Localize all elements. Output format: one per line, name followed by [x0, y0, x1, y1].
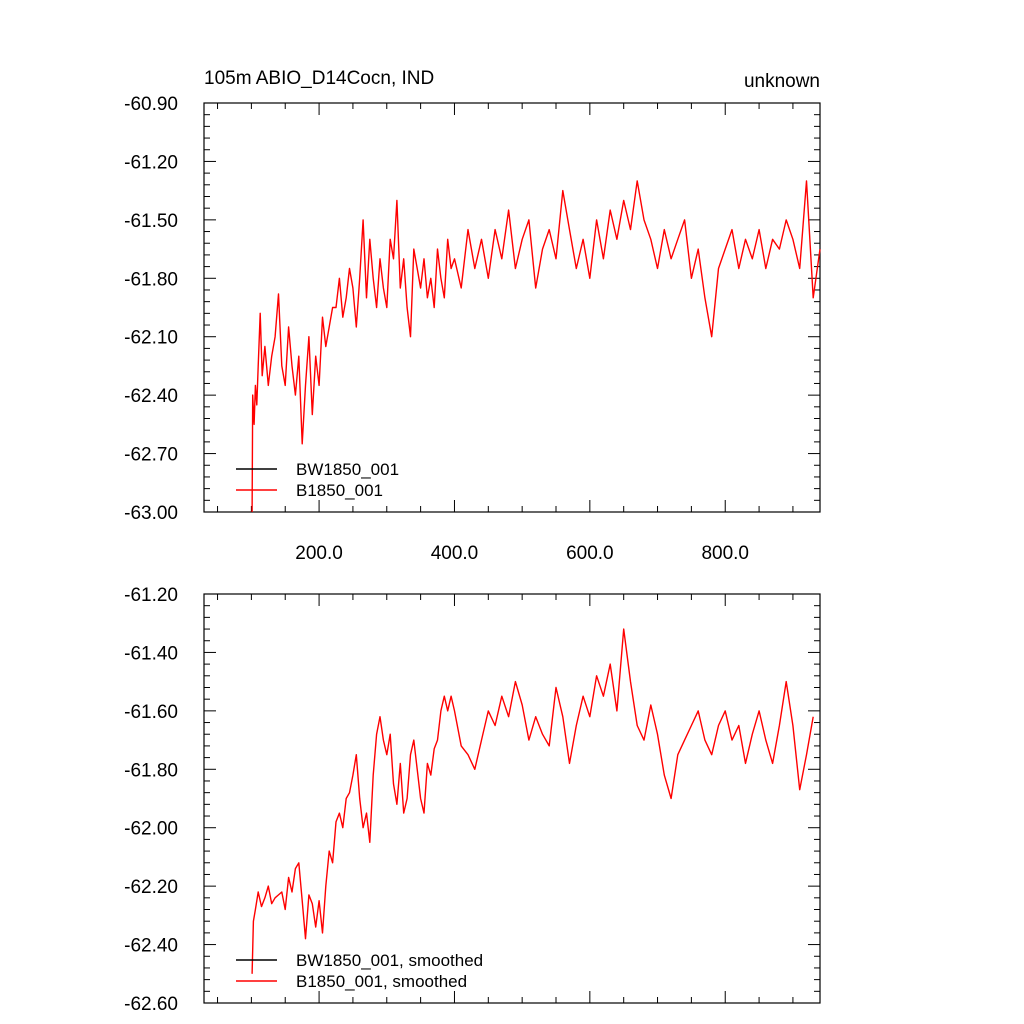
bottom-panel: -62.60 -62.40 -62.20 -62.00 -61.80 -61.60 -61.…: [124, 585, 821, 1015]
x-tick-label: 200.0: [295, 543, 343, 564]
x-tick-label: 400.0: [431, 543, 479, 564]
y-tick-label: -61.40: [124, 643, 178, 664]
y-tick-label: -62.70: [124, 445, 178, 466]
top-panel: 105m ABIO_D14Cocn, IND unknown -63.00 -62…: [124, 68, 821, 564]
plot-frame: [203, 102, 821, 513]
y-tick-label: -61.50: [124, 211, 178, 232]
legend-label: B1850_001, smoothed: [296, 972, 467, 991]
plot-frame: [203, 593, 821, 1004]
y-tick-label: -61.60: [124, 702, 178, 723]
top-panel-title-right: unknown: [744, 71, 820, 92]
legend-label: B1850_001: [296, 481, 383, 500]
y-tick-label: -61.80: [124, 760, 178, 781]
y-tick-label: -62.20: [124, 877, 178, 898]
series-line-1: [251, 628, 814, 974]
y-tick-label: -61.20: [124, 152, 178, 173]
x-tick-label: 600.0: [566, 543, 614, 564]
legend-label: BW1850_001: [296, 460, 399, 479]
y-tick-label: -61.80: [124, 269, 178, 290]
y-tick-label: -62.60: [124, 994, 178, 1015]
y-tick-label: -62.00: [124, 819, 178, 840]
y-tick-label: -62.40: [124, 386, 178, 407]
series-line-1: [251, 180, 821, 513]
y-tick-label: -61.20: [124, 585, 178, 606]
y-tick-label: -60.90: [124, 94, 178, 115]
x-tick-label: 800.0: [701, 543, 749, 564]
y-tick-label: -62.10: [124, 328, 178, 349]
y-tick-label: -63.00: [124, 503, 178, 524]
y-tick-label: -62.40: [124, 936, 178, 957]
top-panel-title-left: 105m ABIO_D14Cocn, IND: [204, 68, 434, 89]
legend-label: BW1850_001, smoothed: [296, 951, 483, 970]
